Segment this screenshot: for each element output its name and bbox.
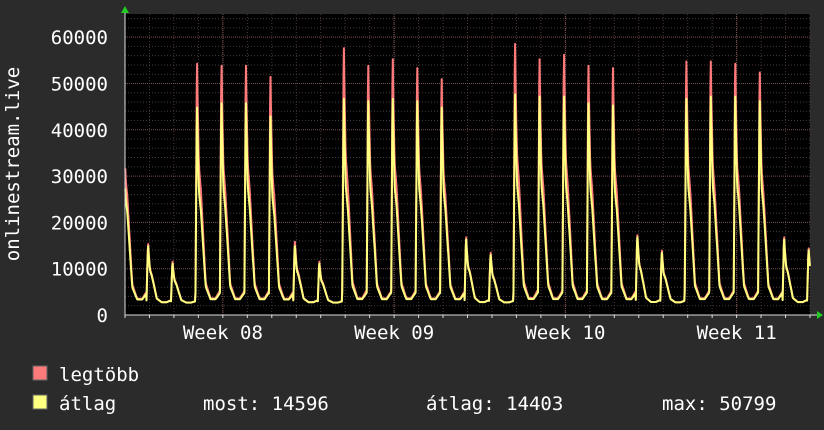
series-line-1: [124, 93, 811, 304]
x-tick-labels: Week 08 Week 09 Week 10 Week 11: [183, 322, 777, 344]
stat-most: most: 14596: [203, 393, 329, 415]
x-tick-label: Week 08: [183, 322, 263, 344]
series-layer: [124, 42, 811, 304]
y-tick-label: 10000: [51, 259, 108, 281]
y-tick-label: 50000: [51, 73, 108, 95]
legend-swatch-atlag: [32, 394, 48, 410]
stats: most: 14596 átlag: 14403 max: 50799: [203, 393, 776, 415]
y-tick-label: 60000: [51, 27, 108, 49]
y-tick-labels: 0 10000 20000 30000 40000 50000 60000: [51, 27, 108, 327]
legend: legtöbb átlag: [32, 364, 139, 415]
legend-label-atlag: átlag: [59, 393, 116, 415]
x-tick-label: Week 11: [697, 322, 777, 344]
legend-label-legtobb: legtöbb: [59, 364, 139, 386]
stat-max: max: 50799: [662, 393, 776, 415]
legend-swatch-legtobb: [32, 365, 48, 381]
major-grid: [125, 14, 810, 316]
y-axis-arrow: [121, 6, 129, 13]
y-tick-label: 30000: [51, 166, 108, 188]
x-tick-label: Week 10: [525, 322, 605, 344]
x-tick-label: Week 09: [354, 322, 434, 344]
y-tick-label: 20000: [51, 212, 108, 234]
x-axis-arrow: [817, 311, 823, 319]
stat-atlag: átlag: 14403: [426, 393, 563, 415]
axes-layer: [121, 6, 823, 319]
y-tick-label: 40000: [51, 120, 108, 142]
y-tick-label: 0: [97, 305, 108, 327]
y-axis-label: onlinestream.live: [2, 67, 24, 261]
